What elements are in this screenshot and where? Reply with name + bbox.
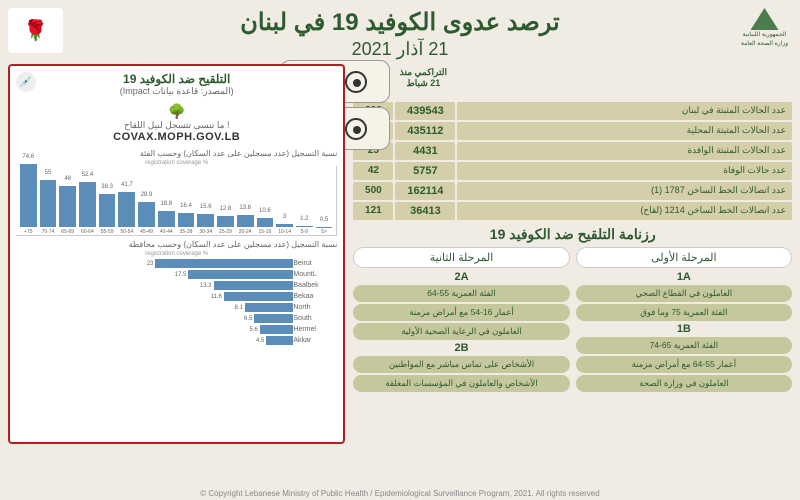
headset-icon [345,71,367,93]
vaccine-phases: المرحلة الأولى 1Aالعاملون في القطاع الصح… [353,247,792,394]
stats-column: التراكمي منذ 21 شباط 24 ساعة المنصرمة عد… [353,64,792,444]
phase-item: الفئة العمرية 55-64 [353,285,569,302]
phase-item: الأشخاص والعاملون في المؤسسات المغلقة [353,375,569,392]
hbar-row: Hermel5.6 [20,325,333,334]
covax-url[interactable]: COVAX.MOPH.GOV.LB [16,131,337,143]
page-title: ترصد عدوى الكوفيد 19 في لبنان [63,8,737,37]
stats-row: عدد اتصالات الخط الساخن 1214 (لقاح)36413… [353,202,792,220]
stats-row: عدد الحالات المثبتة الوافدة443125 [353,142,792,160]
hbar-row: Beirut23 [20,259,333,268]
phase-item: العاملون في القطاع الصحي [576,285,792,302]
hbar-row: Akkar4.5 [20,336,333,345]
vaccination-panel: 💉 التلقيح ضد الكوفيد 19 (المصدر: قاعدة ب… [8,64,345,444]
headset-icon [345,118,367,140]
stats-row: عدد الحالات المثبتة في لبنان439543296 [353,102,792,120]
header: الجمهورية اللبنانية وزارة الصحة العامة ت… [8,8,792,60]
report-date: 21 آذار 2021 [63,39,737,60]
phase-item: الفئة العمرية 75 وما فوق [576,304,792,321]
phase-item: العاملون في الرعاية الصحية الأولية [353,323,569,340]
hbar-row: North8.1 [20,303,333,312]
copyright: © Copyright Lebanese Ministry of Public … [0,489,800,498]
phase-item: الفئة العمرية 65-74 [576,337,792,354]
covax-reminder: 🌳 ! ما تنسى تتسجل لنيل اللقاح COVAX.MOPH… [16,103,337,143]
hbar-row: MountL17.5 [20,270,333,279]
hbar-row: Bekaa11.6 [20,292,333,301]
hbar-row: South6.5 [20,314,333,323]
holiday-logo: 🌹 [8,8,63,53]
vaccination-panel-column: 💉 التلقيح ضد الكوفيد 19 (المصدر: قاعدة ب… [8,64,345,444]
phase-item: أعمار 55-64 مع أمراض مزمنة [576,356,792,373]
stats-row: عدد الحالات المثبتة المحلية435112294 [353,122,792,140]
governorate-registration-chart: Beirut23 MountL17.5 Baalbek13.3 Bekaa11.6 No… [16,257,337,349]
phase-1: المرحلة الأولى 1Aالعاملون في القطاع الصح… [576,247,792,394]
phase-item: الأشخاص على تماس مباشر مع المواطنين [353,356,569,373]
ministry-logo: الجمهورية اللبنانية وزارة الصحة العامة [737,8,792,53]
phase-item: أعمار 16-54 مع أمراض مزمنة [353,304,569,321]
title-block: ترصد عدوى الكوفيد 19 في لبنان 21 آذار 20… [63,8,737,60]
age-registration-chart: 0.5<51.25-9310-1410.615-1913.620-2412.82… [16,166,337,236]
stats-row: عدد حالات الوفاة575742 [353,162,792,180]
report-container: الجمهورية اللبنانية وزارة الصحة العامة ت… [0,0,800,500]
syringe-icon: 💉 [16,72,36,92]
stats-table: التراكمي منذ 21 شباط 24 ساعة المنصرمة عد… [353,64,792,220]
vaccine-schedule-title: رزنامة التلقيح ضد الكوفيد 19 [353,226,792,243]
hbar-row: Baalbek13.3 [20,281,333,290]
stats-row: عدد اتصالات الخط الساخن 1787 (1)16211450… [353,182,792,200]
phase-2: المرحلة الثانية 2Aالفئة العمرية 55-64أعم… [353,247,569,394]
phase-item: العاملون في وزارة الصحة [576,375,792,392]
